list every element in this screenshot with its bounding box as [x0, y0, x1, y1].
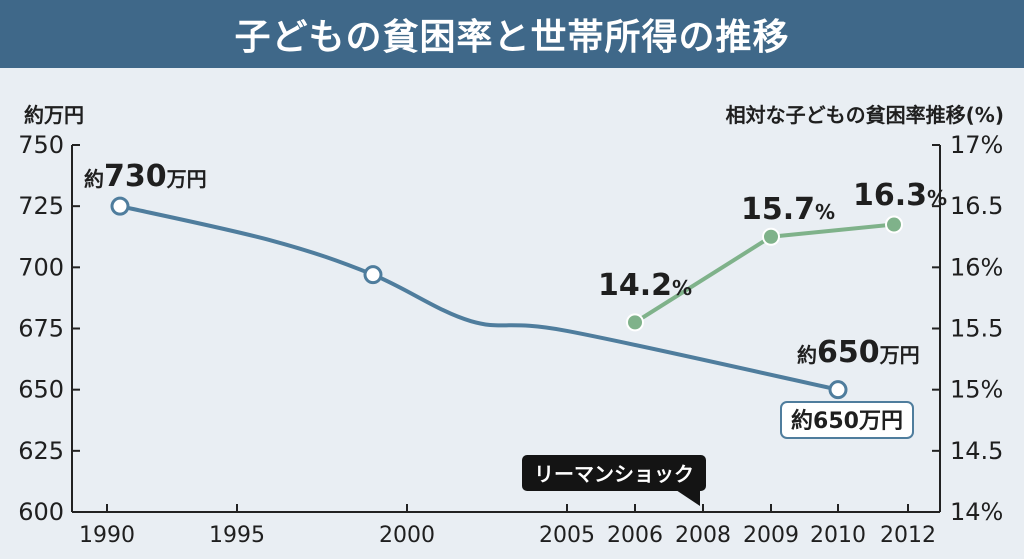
x-tick-label: 2009: [743, 523, 799, 548]
income-2010-box-text: 約650万円: [791, 408, 903, 434]
x-tick-label: 2005: [539, 523, 595, 548]
y-left-tick-label: 750: [18, 131, 64, 159]
y-right-tick-label: 16.5: [950, 192, 1003, 220]
y-axis-right-title: 相対な子どもの貧困率推移(%): [726, 103, 1004, 127]
rate-2009-label: 15.7%: [741, 192, 835, 227]
lehman-shock-callout: リーマンショック: [522, 455, 706, 506]
income-series-line: [118, 204, 840, 392]
x-tick-label: 1995: [209, 523, 265, 548]
lehman-shock-text: リーマンショック: [534, 462, 694, 486]
rate-2006-label: 14.2%: [598, 268, 692, 303]
y-right-tick-label: 14%: [950, 498, 1003, 526]
y-right-tick-label: 15%: [950, 376, 1003, 404]
income-2010-label: 約650万円: [797, 335, 920, 370]
y-left-tick-label: 725: [18, 192, 64, 220]
income-2010-box: [780, 401, 914, 439]
y-right-tick-label: 17%: [950, 131, 1003, 159]
y-left-tick-label: 600: [18, 498, 64, 526]
chart-title: 子どもの貧困率と世帯所得の推移: [0, 0, 1024, 68]
y-right-tick-label: 15.5: [950, 315, 1003, 343]
income-data-point: [110, 196, 130, 216]
x-tick-label: 1990: [79, 523, 135, 548]
x-tick-label: 2000: [379, 523, 435, 548]
income-data-point: [828, 380, 848, 400]
income-data-point: [363, 265, 383, 285]
y-left-tick-label: 700: [18, 253, 64, 281]
y-right-tick-label: 14.5: [950, 437, 1003, 465]
poverty-rate-data-point: [885, 215, 903, 234]
y-left-tick-label: 625: [18, 437, 64, 465]
poverty-rate-data-point: [626, 313, 644, 332]
rate-2012-label: 16.3%: [853, 178, 947, 213]
y-right-tick-label: 16%: [950, 253, 1003, 281]
y-left-tick-label: 650: [18, 376, 64, 404]
y-axis-left-title: 約万円: [24, 103, 84, 127]
x-tick-label: 2006: [607, 523, 663, 548]
poverty-rate-data-point: [762, 227, 780, 246]
x-tick-label: 2008: [675, 523, 731, 548]
income-1990-label: 約730万円: [84, 159, 207, 194]
y-left-tick-label: 675: [18, 315, 64, 343]
x-tick-label: 2012: [880, 523, 936, 548]
x-tick-label: 2010: [810, 523, 866, 548]
